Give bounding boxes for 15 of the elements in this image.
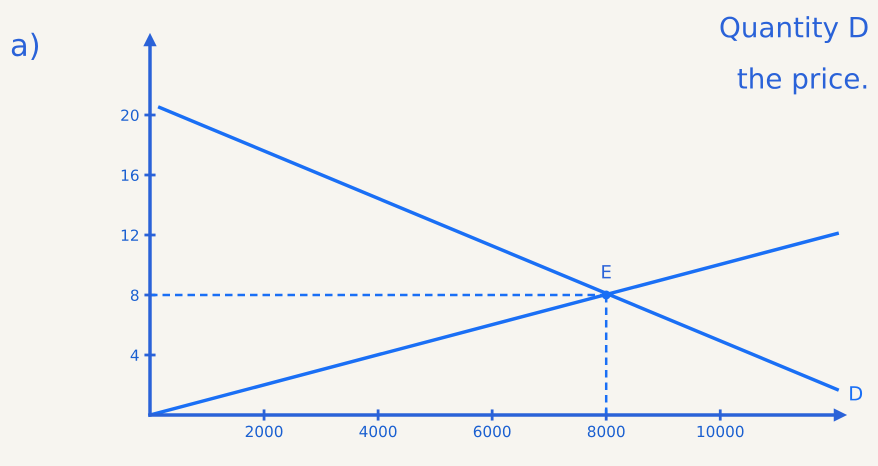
x-tick-label: 2000 <box>246 426 282 438</box>
annotation: Quantity D <box>720 16 868 44</box>
annotation: the price. <box>738 67 866 94</box>
x-tick-label: 10000 <box>698 426 744 438</box>
chart-title: a) <box>12 32 38 60</box>
x-tick-label: 6000 <box>474 426 511 438</box>
series-label: D <box>850 386 862 400</box>
y-tick-label: 4 <box>130 350 139 361</box>
y-tick-label: 8 <box>130 289 139 302</box>
x-tick-label: 4000 <box>359 426 397 438</box>
y-tick-label: 12 <box>122 229 138 241</box>
y-tick-label: 16 <box>122 169 139 182</box>
annotation: E <box>602 265 611 278</box>
y-tick-label: 20 <box>121 109 139 122</box>
x-tick-label: 8000 <box>588 426 625 438</box>
